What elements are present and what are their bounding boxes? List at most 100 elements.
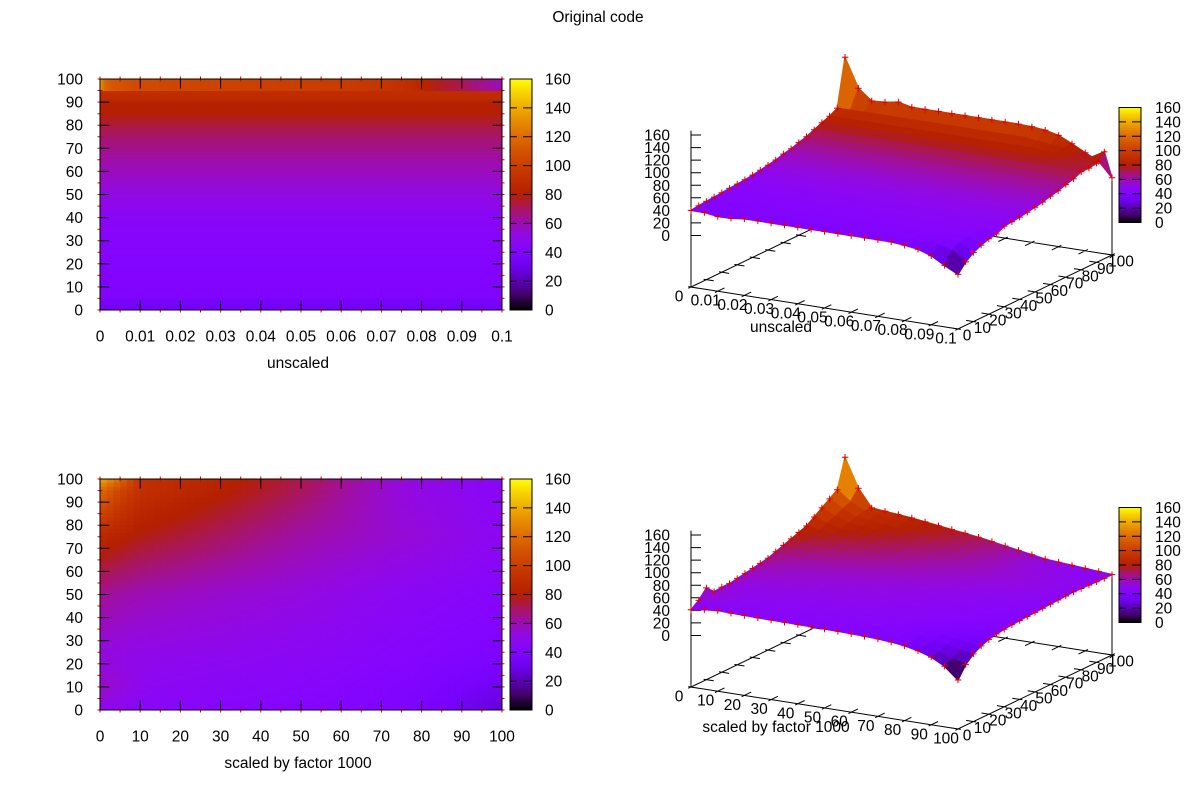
svg-text:0.02: 0.02 bbox=[165, 329, 195, 346]
svg-text:50: 50 bbox=[66, 187, 84, 204]
svg-text:60: 60 bbox=[653, 190, 671, 207]
svg-text:30: 30 bbox=[66, 233, 84, 250]
svg-text:20: 20 bbox=[545, 274, 563, 291]
svg-text:0: 0 bbox=[74, 703, 83, 720]
svg-text:120: 120 bbox=[545, 129, 571, 146]
svg-text:20: 20 bbox=[1155, 601, 1173, 618]
svg-text:0.01: 0.01 bbox=[125, 329, 155, 346]
svg-text:100: 100 bbox=[933, 731, 959, 748]
svg-text:50: 50 bbox=[1035, 691, 1053, 708]
svg-text:10: 10 bbox=[66, 279, 84, 296]
svg-text:40: 40 bbox=[1155, 186, 1173, 203]
svg-text:60: 60 bbox=[1051, 683, 1069, 700]
svg-text:20: 20 bbox=[653, 615, 671, 632]
svg-text:40: 40 bbox=[545, 645, 563, 662]
svg-text:0.06: 0.06 bbox=[326, 329, 356, 346]
svg-text:Original code: Original code bbox=[552, 9, 643, 26]
svg-text:20: 20 bbox=[545, 674, 563, 691]
svg-text:0.08: 0.08 bbox=[878, 322, 908, 339]
svg-text:80: 80 bbox=[413, 729, 431, 746]
svg-text:0: 0 bbox=[96, 729, 105, 746]
svg-text:30: 30 bbox=[212, 729, 230, 746]
svg-text:10: 10 bbox=[974, 320, 992, 337]
svg-text:100: 100 bbox=[57, 72, 83, 89]
svg-text:60: 60 bbox=[545, 616, 563, 633]
svg-text:70: 70 bbox=[66, 541, 84, 558]
svg-text:40: 40 bbox=[1020, 698, 1038, 715]
svg-text:160: 160 bbox=[545, 72, 571, 89]
svg-text:10: 10 bbox=[132, 729, 150, 746]
svg-text:120: 120 bbox=[644, 553, 670, 570]
svg-text:0: 0 bbox=[74, 303, 83, 320]
svg-text:40: 40 bbox=[653, 203, 671, 220]
svg-text:80: 80 bbox=[653, 578, 671, 595]
svg-text:60: 60 bbox=[66, 164, 84, 181]
svg-text:0.08: 0.08 bbox=[407, 329, 437, 346]
svg-text:30: 30 bbox=[66, 633, 84, 650]
svg-text:90: 90 bbox=[1097, 661, 1115, 678]
svg-text:40: 40 bbox=[653, 603, 671, 620]
svg-text:120: 120 bbox=[644, 153, 670, 170]
svg-text:20: 20 bbox=[724, 697, 742, 714]
svg-text:50: 50 bbox=[292, 729, 310, 746]
svg-text:60: 60 bbox=[545, 216, 563, 233]
svg-text:60: 60 bbox=[66, 564, 84, 581]
svg-text:10: 10 bbox=[697, 693, 715, 710]
svg-text:100: 100 bbox=[1155, 543, 1181, 560]
svg-text:80: 80 bbox=[653, 178, 671, 195]
svg-text:100: 100 bbox=[489, 729, 515, 746]
svg-text:unscaled: unscaled bbox=[267, 355, 329, 372]
svg-text:80: 80 bbox=[1155, 558, 1173, 575]
svg-text:120: 120 bbox=[545, 529, 571, 546]
svg-text:0.01: 0.01 bbox=[691, 293, 721, 310]
svg-text:0: 0 bbox=[545, 703, 554, 720]
svg-text:60: 60 bbox=[1051, 283, 1069, 300]
svg-text:140: 140 bbox=[644, 140, 670, 157]
svg-text:0: 0 bbox=[545, 303, 554, 320]
svg-text:70: 70 bbox=[66, 141, 84, 158]
svg-text:10: 10 bbox=[974, 720, 992, 737]
svg-text:40: 40 bbox=[777, 705, 795, 722]
svg-text:100: 100 bbox=[1108, 254, 1134, 271]
svg-text:0.1: 0.1 bbox=[491, 329, 513, 346]
svg-text:80: 80 bbox=[1155, 158, 1173, 175]
svg-text:160: 160 bbox=[644, 528, 670, 545]
svg-text:80: 80 bbox=[545, 587, 563, 604]
svg-text:0: 0 bbox=[661, 628, 670, 645]
svg-text:100: 100 bbox=[644, 565, 670, 582]
svg-text:120: 120 bbox=[1155, 129, 1181, 146]
svg-text:100: 100 bbox=[545, 158, 571, 175]
svg-text:120: 120 bbox=[1155, 529, 1181, 546]
svg-text:60: 60 bbox=[831, 714, 849, 731]
svg-text:20: 20 bbox=[172, 729, 190, 746]
svg-text:40: 40 bbox=[252, 729, 270, 746]
svg-text:40: 40 bbox=[1020, 298, 1038, 315]
svg-text:20: 20 bbox=[66, 256, 84, 273]
svg-text:0.04: 0.04 bbox=[246, 329, 277, 346]
svg-text:40: 40 bbox=[66, 610, 84, 627]
svg-text:60: 60 bbox=[653, 590, 671, 607]
svg-text:90: 90 bbox=[911, 726, 929, 743]
svg-text:80: 80 bbox=[1082, 268, 1100, 285]
svg-text:0: 0 bbox=[1155, 615, 1164, 632]
svg-text:90: 90 bbox=[66, 95, 84, 112]
svg-text:20: 20 bbox=[1155, 201, 1173, 218]
svg-text:80: 80 bbox=[1082, 668, 1100, 685]
svg-text:100: 100 bbox=[57, 472, 83, 489]
svg-text:160: 160 bbox=[1155, 500, 1181, 517]
svg-text:70: 70 bbox=[1066, 676, 1084, 693]
svg-text:80: 80 bbox=[884, 722, 902, 739]
svg-text:90: 90 bbox=[453, 729, 471, 746]
svg-text:160: 160 bbox=[1155, 100, 1181, 117]
svg-text:30: 30 bbox=[750, 701, 768, 718]
svg-text:100: 100 bbox=[1155, 143, 1181, 160]
svg-text:0: 0 bbox=[96, 329, 105, 346]
svg-text:50: 50 bbox=[804, 710, 822, 727]
svg-text:0.09: 0.09 bbox=[447, 329, 477, 346]
svg-text:0.03: 0.03 bbox=[744, 301, 774, 318]
svg-text:30: 30 bbox=[1005, 705, 1023, 722]
svg-text:scaled by factor 1000: scaled by factor 1000 bbox=[702, 719, 850, 736]
svg-text:0: 0 bbox=[963, 328, 972, 345]
svg-text:10: 10 bbox=[66, 679, 84, 696]
svg-text:100: 100 bbox=[1108, 654, 1134, 671]
